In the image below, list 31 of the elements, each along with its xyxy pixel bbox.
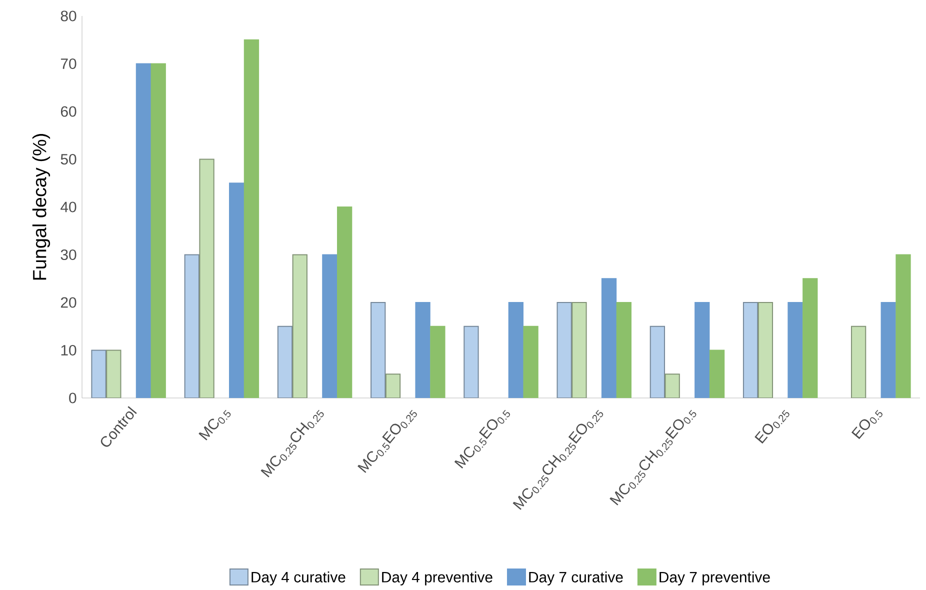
bar [91,350,106,398]
legend-label: Day 4 preventive [382,571,492,586]
bar [199,158,214,398]
bar [106,350,122,398]
y-tick-label: 10 [61,344,76,356]
bar [184,254,200,398]
y-tick-label: 80 [60,10,76,22]
bar [650,326,666,398]
y-tick-label: 60 [60,106,76,117]
bar [370,302,386,398]
y-tick-label: 0 [69,392,76,404]
y-tick-label: 40 [60,202,76,212]
y-tick-label: 70 [60,58,76,70]
x-tick-label: EO$_{0.5}$ [851,410,882,440]
bar [277,326,293,398]
legend-label: Day 7 curative [529,571,623,586]
bar [758,302,774,398]
y-tick-label: 20 [60,297,76,308]
y-tick-label: 50 [60,154,76,165]
x-tick-label: MC$_{0.5}$ [198,410,231,440]
bar [464,326,479,398]
legend-label: Day 4 curative [252,571,346,586]
legend-label: Day 7 preventive [660,571,770,586]
bar [572,302,587,398]
bar [292,254,308,398]
bar [556,302,572,398]
x-tick-label: MC$_{0.5}$EO$_{0.5}$ [454,410,510,468]
bar [742,302,758,398]
y-tick-label: 30 [60,249,76,260]
y-axis-title: Fungal decay (%) [32,134,50,280]
bar [850,326,866,398]
